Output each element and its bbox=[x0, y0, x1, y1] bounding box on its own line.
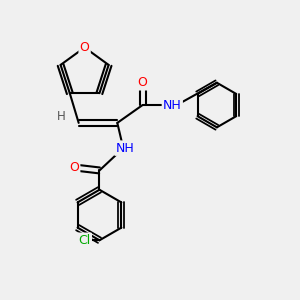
Text: H: H bbox=[56, 110, 65, 123]
Text: O: O bbox=[69, 161, 79, 174]
Text: NH: NH bbox=[163, 99, 182, 112]
Text: O: O bbox=[138, 76, 148, 89]
Text: NH: NH bbox=[116, 142, 134, 154]
Text: Cl: Cl bbox=[79, 234, 91, 247]
Text: O: O bbox=[80, 41, 89, 54]
